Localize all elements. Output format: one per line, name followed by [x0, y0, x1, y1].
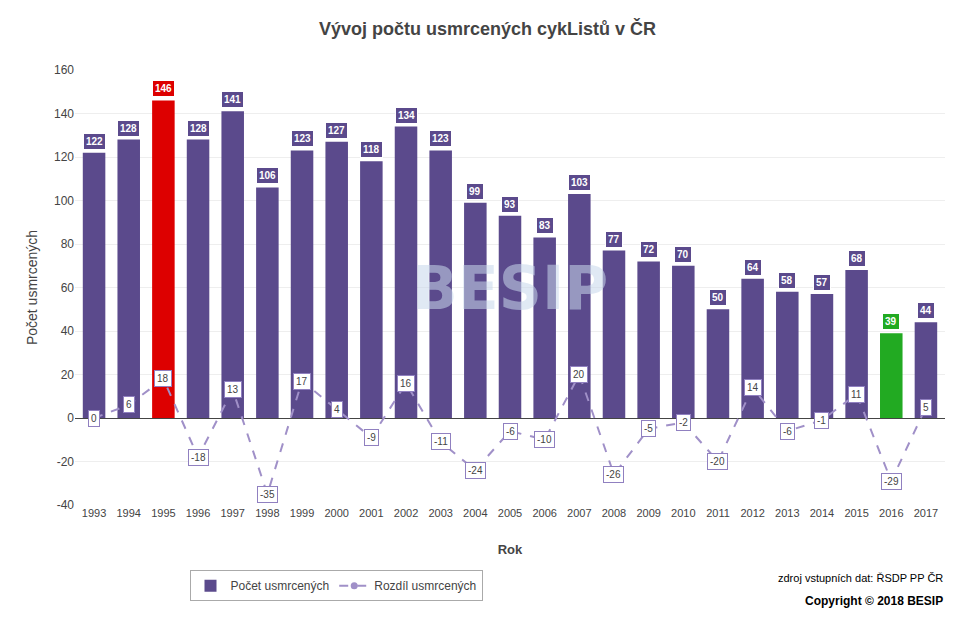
svg-text:1995: 1995	[151, 507, 175, 519]
svg-text:2011: 2011	[706, 507, 730, 519]
svg-text:-6: -6	[783, 426, 792, 437]
svg-text:6: 6	[126, 399, 132, 410]
svg-text:134: 134	[398, 110, 415, 121]
svg-text:4: 4	[334, 404, 340, 415]
svg-text:Rok: Rok	[498, 542, 523, 557]
svg-text:11: 11	[851, 389, 862, 400]
svg-text:118: 118	[363, 144, 380, 155]
svg-text:99: 99	[469, 186, 481, 197]
svg-text:2009: 2009	[636, 507, 660, 519]
svg-text:127: 127	[328, 125, 345, 136]
svg-text:83: 83	[539, 220, 551, 231]
svg-text:1994: 1994	[116, 507, 140, 519]
svg-text:16: 16	[400, 378, 412, 389]
svg-text:Rozdíl usmrcených: Rozdíl usmrcených	[374, 579, 476, 593]
svg-text:1997: 1997	[220, 507, 244, 519]
svg-text:Vývoj počtu usmrcených cykList: Vývoj počtu usmrcených cykListů v ČR	[319, 18, 656, 39]
svg-text:20: 20	[573, 369, 585, 380]
svg-text:-10: -10	[537, 434, 552, 445]
svg-text:128: 128	[120, 123, 137, 134]
svg-text:2008: 2008	[602, 507, 626, 519]
svg-text:123: 123	[294, 133, 311, 144]
svg-text:-24: -24	[468, 465, 483, 476]
svg-text:58: 58	[781, 275, 793, 286]
svg-text:2007: 2007	[567, 507, 591, 519]
svg-text:-20: -20	[57, 455, 75, 469]
svg-text:40: 40	[61, 324, 75, 338]
svg-text:-20: -20	[710, 456, 725, 467]
svg-text:2006: 2006	[532, 507, 556, 519]
svg-text:13: 13	[227, 384, 239, 395]
svg-text:-26: -26	[606, 469, 621, 480]
svg-text:Počet usmrcených: Počet usmrcených	[24, 230, 40, 345]
svg-text:BESIP: BESIP	[412, 253, 608, 323]
svg-text:50: 50	[712, 292, 724, 303]
svg-text:60: 60	[61, 281, 75, 295]
svg-text:1996: 1996	[186, 507, 210, 519]
svg-text:Copyright © 2018 BESIP: Copyright © 2018 BESIP	[805, 594, 943, 608]
svg-text:106: 106	[259, 170, 276, 181]
svg-text:2002: 2002	[394, 507, 418, 519]
svg-text:20: 20	[61, 368, 75, 382]
svg-text:2014: 2014	[810, 507, 834, 519]
svg-text:2012: 2012	[740, 507, 764, 519]
svg-text:-5: -5	[644, 423, 653, 434]
svg-text:-35: -35	[260, 489, 275, 500]
svg-text:160: 160	[54, 63, 74, 77]
svg-text:2016: 2016	[879, 507, 903, 519]
svg-text:39: 39	[885, 316, 897, 327]
svg-text:72: 72	[643, 244, 655, 255]
svg-text:141: 141	[224, 94, 241, 105]
svg-text:122: 122	[86, 136, 103, 147]
svg-text:44: 44	[920, 305, 932, 316]
svg-text:93: 93	[504, 199, 516, 210]
svg-text:2004: 2004	[463, 507, 487, 519]
svg-text:14: 14	[747, 382, 759, 393]
svg-text:2005: 2005	[498, 507, 522, 519]
svg-text:-9: -9	[367, 432, 376, 443]
svg-text:2003: 2003	[428, 507, 452, 519]
svg-text:140: 140	[54, 107, 74, 121]
svg-text:-40: -40	[57, 498, 75, 512]
svg-text:80: 80	[61, 237, 75, 251]
svg-text:68: 68	[851, 253, 863, 264]
svg-text:5: 5	[923, 402, 929, 413]
svg-text:18: 18	[157, 373, 169, 384]
svg-text:0: 0	[67, 411, 74, 425]
svg-text:120: 120	[54, 150, 74, 164]
svg-text:0: 0	[91, 413, 97, 424]
svg-text:2013: 2013	[775, 507, 799, 519]
svg-text:146: 146	[155, 83, 172, 94]
svg-text:-29: -29	[884, 476, 899, 487]
svg-text:-2: -2	[679, 417, 688, 428]
svg-text:1998: 1998	[255, 507, 279, 519]
svg-text:2000: 2000	[324, 507, 348, 519]
svg-text:103: 103	[571, 177, 588, 188]
svg-text:64: 64	[747, 262, 759, 273]
svg-text:2001: 2001	[359, 507, 383, 519]
svg-text:100: 100	[54, 194, 74, 208]
svg-text:123: 123	[432, 133, 449, 144]
svg-text:128: 128	[190, 123, 207, 134]
svg-text:zdroj vstupních dat: ŘSDP PP Č: zdroj vstupních dat: ŘSDP PP ČR	[778, 572, 943, 584]
svg-text:-11: -11	[434, 436, 448, 447]
svg-text:1999: 1999	[290, 507, 314, 519]
svg-text:70: 70	[677, 249, 689, 260]
svg-text:-6: -6	[506, 426, 515, 437]
svg-text:-1: -1	[817, 415, 826, 426]
svg-text:77: 77	[608, 234, 620, 245]
svg-text:1993: 1993	[82, 507, 106, 519]
svg-text:2010: 2010	[671, 507, 695, 519]
svg-text:2017: 2017	[914, 507, 938, 519]
svg-text:Počet usmrcených: Počet usmrcených	[231, 579, 330, 593]
svg-text:2015: 2015	[844, 507, 868, 519]
svg-text:-18: -18	[191, 452, 206, 463]
svg-text:57: 57	[816, 277, 828, 288]
svg-text:17: 17	[296, 376, 308, 387]
